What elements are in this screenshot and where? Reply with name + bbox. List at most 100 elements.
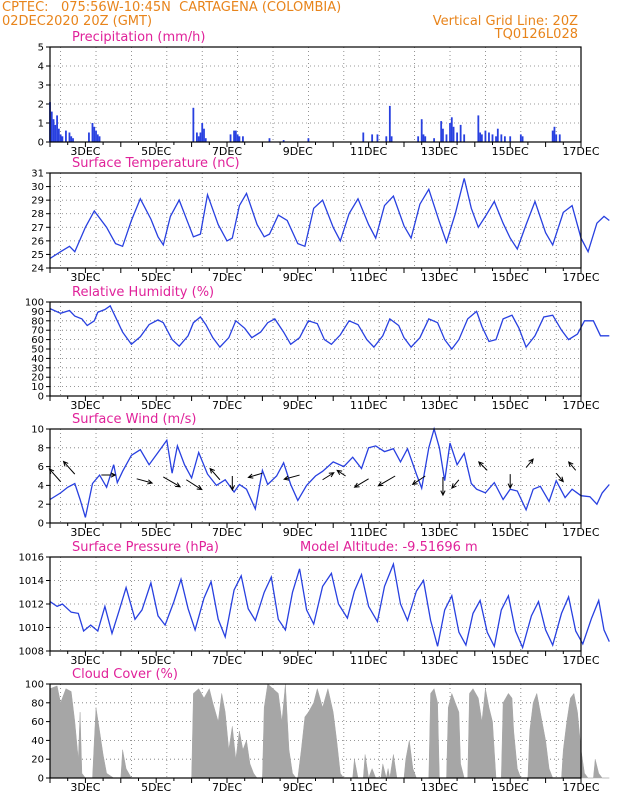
precip-bar <box>201 123 204 142</box>
x-tick-label: 11DEC <box>350 271 387 284</box>
wind-arrow <box>525 458 534 468</box>
x-tick-label: 7DEC <box>212 145 242 158</box>
y-tick-label: 80 <box>31 316 44 327</box>
header-date: 02DEC2020 20Z (GMT) <box>2 14 153 29</box>
x-tick-label: 17DEC <box>562 399 599 412</box>
wind-arrow <box>283 474 300 481</box>
x-tick-label: 11DEC <box>350 399 387 412</box>
precip-bar <box>503 136 506 142</box>
y-tick-label: 20 <box>31 373 44 384</box>
x-tick-label: 11DEC <box>350 526 387 539</box>
precip-bar <box>68 132 71 142</box>
plot-border <box>49 683 582 779</box>
precip-bar <box>233 130 235 142</box>
x-tick-label: 15DEC <box>492 271 529 284</box>
precip-bar <box>459 124 462 142</box>
precip-bar <box>424 136 427 142</box>
precip-bar <box>192 107 195 142</box>
y-tick-label: 1012 <box>19 600 44 611</box>
y-tick-label: 1 <box>38 119 44 130</box>
precip-bar <box>56 115 58 142</box>
y-tick-label: 29 <box>31 196 44 207</box>
wind-arrow <box>451 479 460 490</box>
x-tick-label: 3DEC <box>70 271 100 284</box>
y-tick-label: 10 <box>31 425 44 436</box>
panel-annotation: Model Altitude: -9.51696 m <box>300 540 478 555</box>
x-tick-label: 17DEC <box>562 781 599 794</box>
x-tick-label: 13DEC <box>421 781 458 794</box>
y-tick-label: 100 <box>25 680 44 691</box>
precip-bar <box>558 134 561 142</box>
x-tick-label: 13DEC <box>421 271 458 284</box>
x-tick-label: 5DEC <box>141 399 171 412</box>
precip-bar <box>203 128 205 142</box>
x-tick-label: 5DEC <box>141 145 171 158</box>
precip-bar <box>491 134 494 142</box>
x-tick-label: 7DEC <box>212 399 242 412</box>
wind-arrow <box>247 472 263 479</box>
x-tick-label: 13DEC <box>421 526 458 539</box>
wind-arrow <box>229 476 235 492</box>
precip-bar <box>70 136 73 142</box>
precip-bar <box>238 136 241 142</box>
precip-bar <box>307 138 310 142</box>
x-tick-label: 7DEC <box>212 271 242 284</box>
y-tick-label: 2 <box>38 100 44 111</box>
precip-bar <box>519 134 522 142</box>
wind-arrow <box>353 478 369 488</box>
precip-bar <box>229 134 232 142</box>
precip-bar <box>456 132 458 142</box>
wind-arrow <box>209 467 221 481</box>
precip-bar <box>390 136 393 142</box>
x-tick-label: 15DEC <box>492 399 529 412</box>
panel-1: 0 1 2 3 4 5 3DEC 5DEC 7DEC 9DEC 11DEC 13DEC 15DEC 17D… <box>38 30 600 158</box>
y-tick-label: 100 <box>25 298 44 309</box>
x-tick-label: 9DEC <box>283 399 313 412</box>
y-tick-label: 40 <box>31 736 44 747</box>
precip-bar <box>61 136 64 142</box>
precip-bar <box>59 134 62 142</box>
x-tick-label: 13DEC <box>421 399 458 412</box>
x-tick-label: 15DEC <box>492 654 529 667</box>
y-tick-label: 5 <box>38 43 44 54</box>
y-tick-label: 26 <box>31 236 44 247</box>
wind-arrow <box>136 478 154 485</box>
y-tick-label: 2 <box>38 500 44 511</box>
precip-bar <box>236 134 239 142</box>
y-tick-label: 25 <box>31 250 44 261</box>
y-tick-label: 1010 <box>19 623 44 634</box>
precip-bar <box>480 134 483 142</box>
series-line <box>49 561 610 650</box>
precip-bar <box>54 124 57 142</box>
precip-bar <box>199 132 202 142</box>
y-tick-label: 0 <box>38 519 44 530</box>
precip-bar <box>500 134 503 142</box>
y-tick-label: 10 <box>31 382 44 393</box>
precip-bar <box>196 132 198 142</box>
y-tick-label: 28 <box>31 209 44 220</box>
header-grid-line: Vertical Grid Line: 20Z <box>432 14 578 29</box>
x-tick-label: 15DEC <box>492 781 529 794</box>
x-tick-label: 3DEC <box>70 145 100 158</box>
wind-arrow <box>411 475 426 486</box>
precip-bar <box>484 130 487 142</box>
x-tick-label: 13DEC <box>421 654 458 667</box>
plot-border <box>49 46 582 143</box>
plot-border <box>49 301 582 397</box>
y-tick-label: 70 <box>31 326 44 337</box>
y-tick-label: 1016 <box>19 553 44 564</box>
wind-arrow <box>322 472 335 481</box>
precip-bar <box>52 119 55 142</box>
precip-bar <box>95 130 97 142</box>
plot-frame <box>49 46 582 143</box>
precip-bar <box>509 136 512 142</box>
panel-title: Relative Humidity (%) <box>72 285 214 300</box>
y-tick-label: 1008 <box>19 647 44 658</box>
x-tick-label: 11DEC <box>350 654 387 667</box>
x-tick-label: 5DEC <box>141 271 171 284</box>
panel-title: Cloud Cover (%) <box>72 667 178 682</box>
y-tick-label: 4 <box>38 62 44 73</box>
x-tick-label: 11DEC <box>350 781 387 794</box>
precip-bar <box>93 126 96 142</box>
